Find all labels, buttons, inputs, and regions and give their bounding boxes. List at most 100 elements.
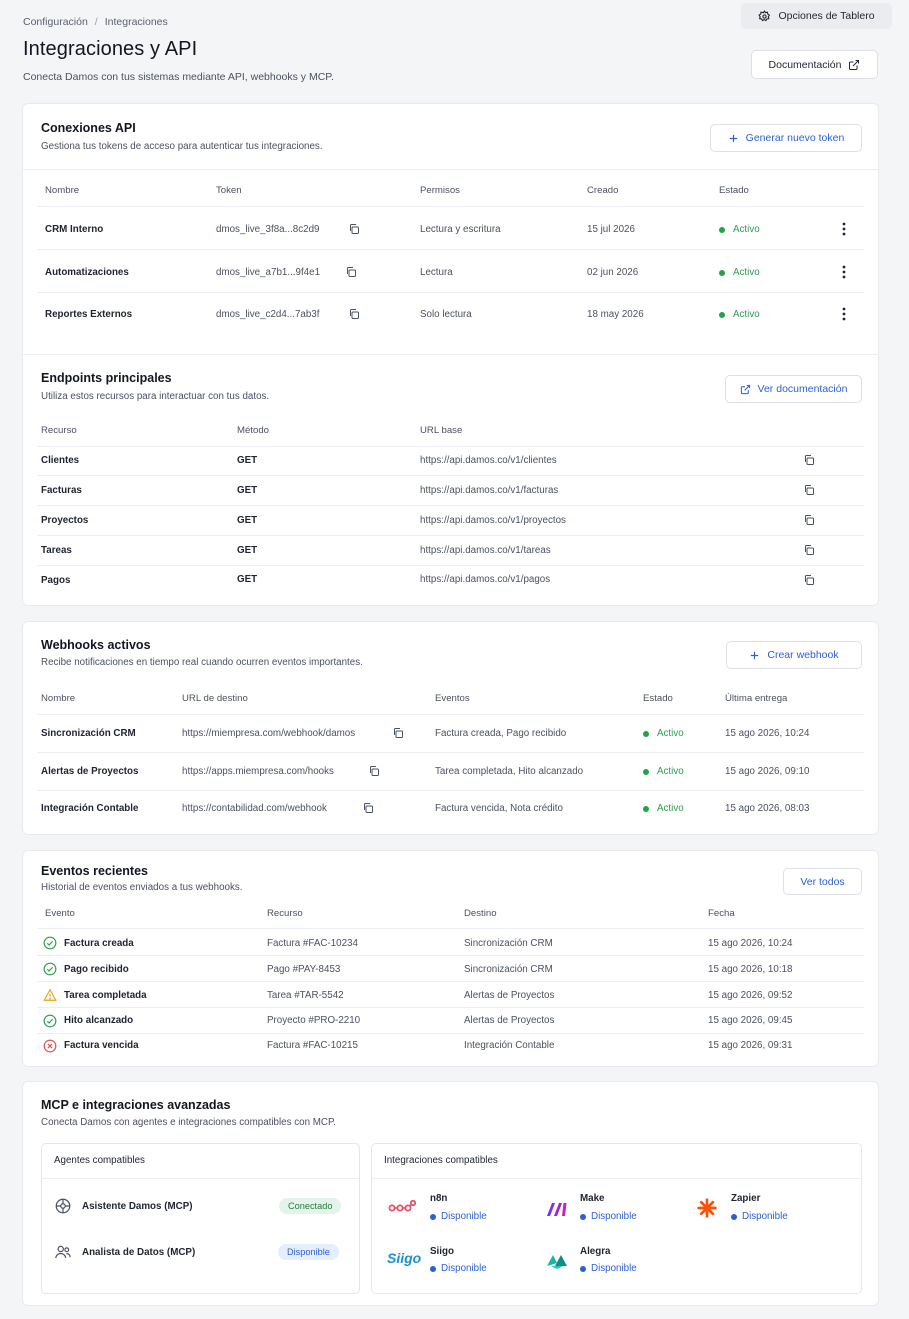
endpoints-title: Endpoints principales xyxy=(41,371,172,385)
event-name: Factura creada xyxy=(64,938,134,949)
event-resource: Tarea #TAR-5542 xyxy=(267,990,344,1001)
view-documentation-button[interactable]: Ver documentación xyxy=(725,375,862,403)
more-options-icon[interactable] xyxy=(842,222,846,236)
integration-status-label: Disponible xyxy=(441,1263,487,1274)
col-header: Destino xyxy=(464,908,497,919)
mcp-card: MCP e integraciones avanzadas Conecta Da… xyxy=(22,1081,879,1306)
endpoint-resource: Clientes xyxy=(41,455,80,466)
events-title: Eventos recientes xyxy=(41,864,148,878)
webhook-last-delivery: 15 ago 2026, 09:10 xyxy=(725,766,810,777)
integration-name: Siigo xyxy=(430,1246,454,1257)
col-header: URL de destino xyxy=(182,693,248,704)
token-value: dmos_live_c2d4...7ab3f xyxy=(216,309,320,320)
breadcrumb-parent[interactable]: Configuración xyxy=(23,16,88,28)
view-documentation-label: Ver documentación xyxy=(757,383,848,395)
agent-name: Analista de Datos (MCP) xyxy=(82,1247,196,1258)
siigo-logo-icon[interactable]: Siigo xyxy=(387,1250,422,1266)
webhook-url: https://miempresa.com/webhook/damos xyxy=(182,728,356,739)
agents-title: Agentes compatibles xyxy=(54,1155,145,1166)
status-label: Activo xyxy=(733,267,760,278)
endpoint-resource: Pagos xyxy=(41,575,71,586)
col-header: Evento xyxy=(45,908,75,919)
token-permissions: Solo lectura xyxy=(420,309,472,320)
event-destination: Sincronización CRM xyxy=(464,964,553,975)
view-all-button[interactable]: Ver todos xyxy=(783,868,862,895)
more-options-icon[interactable] xyxy=(842,307,846,321)
event-date: 15 ago 2026, 09:45 xyxy=(708,1015,793,1026)
copy-icon[interactable] xyxy=(803,454,815,466)
status-badge: Conectado xyxy=(279,1198,342,1214)
zapier-logo-icon[interactable] xyxy=(697,1198,717,1218)
col-header: Recurso xyxy=(41,425,77,436)
col-header: Estado xyxy=(643,693,673,704)
status-label: Activo xyxy=(733,309,760,320)
event-resource: Factura #FAC-10215 xyxy=(267,1040,358,1051)
endpoint-url: https://api.damos.co/v1/tareas xyxy=(420,545,551,556)
webhook-last-delivery: 15 ago 2026, 10:24 xyxy=(725,728,810,739)
webhook-name: Alertas de Proyectos xyxy=(41,766,139,777)
status-badge: Activo xyxy=(643,766,684,777)
mcp-title: MCP e integraciones avanzadas xyxy=(41,1098,231,1112)
integration-status: Disponible xyxy=(580,1263,637,1274)
status-dot xyxy=(719,269,725,276)
documentation-label: Documentación xyxy=(768,58,842,71)
generate-token-button[interactable]: Generar nuevo token xyxy=(710,124,862,152)
copy-icon[interactable] xyxy=(368,765,380,777)
endpoint-url: https://api.damos.co/v1/proyectos xyxy=(420,515,566,526)
copy-icon[interactable] xyxy=(362,802,374,814)
event-name: Tarea completada xyxy=(64,990,147,1001)
status-label: Activo xyxy=(657,728,684,739)
status-badge: Activo xyxy=(719,224,760,235)
divider xyxy=(23,354,878,355)
copy-icon[interactable] xyxy=(348,308,360,320)
endpoint-resource: Facturas xyxy=(41,485,82,496)
event-destination: Sincronización CRM xyxy=(464,938,553,949)
copy-icon[interactable] xyxy=(803,574,815,586)
event-destination: Alertas de Proyectos xyxy=(464,990,555,1001)
token-name: Automatizaciones xyxy=(45,267,129,278)
status-dot xyxy=(430,1265,436,1272)
copy-icon[interactable] xyxy=(392,727,404,739)
endpoints-subtitle: Utiliza estos recursos para interactuar … xyxy=(41,391,270,402)
copy-icon[interactable] xyxy=(348,223,360,235)
alegra-logo-icon[interactable] xyxy=(546,1252,568,1270)
copy-icon[interactable] xyxy=(803,514,815,526)
webhook-url: https://apps.miempresa.com/hooks xyxy=(182,766,334,777)
token-name: CRM Interno xyxy=(45,224,104,235)
breadcrumb-separator: / xyxy=(94,16,98,28)
status-dot xyxy=(719,311,725,318)
status-dot xyxy=(580,1213,586,1220)
col-header: Creado xyxy=(587,185,619,196)
status-dot xyxy=(643,768,649,775)
status-badge: Activo xyxy=(719,309,760,320)
check-circle-icon xyxy=(43,936,57,950)
col-header: Nombre xyxy=(41,693,76,704)
col-header: URL base xyxy=(420,425,463,436)
divider xyxy=(23,169,878,170)
token-permissions: Lectura y escritura xyxy=(420,224,501,235)
integration-status: Disponible xyxy=(731,1211,788,1222)
documentation-button[interactable]: Documentación xyxy=(751,50,878,79)
create-webhook-button[interactable]: Crear webhook xyxy=(726,641,862,669)
dashboard-options-button[interactable]: Opciones de Tablero xyxy=(741,3,892,29)
endpoint-resource: Tareas xyxy=(41,545,72,556)
webhook-events: Tarea completada, Hito alcanzado xyxy=(435,766,584,777)
create-webhook-label: Crear webhook xyxy=(767,649,839,661)
status-dot xyxy=(580,1265,586,1272)
token-created: 18 may 2026 xyxy=(587,309,644,320)
n8n-logo-icon[interactable] xyxy=(388,1199,416,1217)
api-subtitle: Gestiona tus tokens de acceso para auten… xyxy=(41,141,323,152)
webhook-name: Integración Contable xyxy=(41,803,139,814)
page-title: Integraciones y API xyxy=(23,38,198,60)
copy-icon[interactable] xyxy=(803,544,815,556)
endpoint-url: https://api.damos.co/v1/facturas xyxy=(420,485,559,496)
copy-icon[interactable] xyxy=(345,266,357,278)
status-dot xyxy=(731,1213,737,1220)
make-logo-icon[interactable] xyxy=(546,1201,568,1217)
check-circle-icon xyxy=(43,962,57,976)
copy-icon[interactable] xyxy=(803,484,815,496)
status-dot xyxy=(430,1213,436,1220)
more-options-icon[interactable] xyxy=(842,265,846,279)
page-subtitle: Conecta Damos con tus sistemas mediante … xyxy=(23,71,334,83)
event-resource: Pago #PAY-8453 xyxy=(267,964,341,975)
